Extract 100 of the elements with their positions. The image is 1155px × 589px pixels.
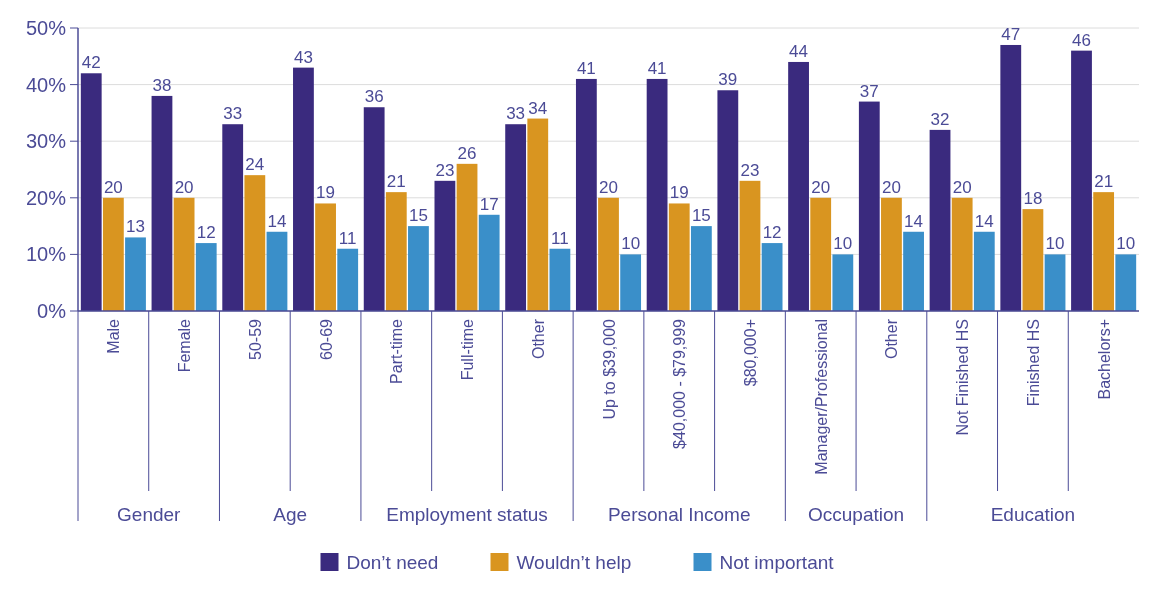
data-label: 14 (974, 211, 994, 231)
bar (80, 73, 102, 311)
x-tick-label: Other (883, 318, 901, 360)
y-tick-label: 10% (25, 243, 67, 266)
legend-label: Wouldn’t help (516, 552, 632, 573)
bar (195, 243, 217, 311)
bar (244, 175, 266, 311)
data-label: 19 (669, 183, 689, 203)
bar (620, 254, 642, 311)
bar (527, 118, 549, 311)
x-tick-label: Manager/Professional (812, 319, 830, 475)
data-label: 11 (338, 228, 357, 248)
data-label: 19 (316, 183, 336, 203)
bar (881, 197, 902, 311)
data-label: 41 (647, 58, 667, 78)
text: Employment status (386, 504, 548, 525)
bar (456, 163, 478, 311)
data-label: 36 (364, 87, 384, 107)
bar (1022, 209, 1044, 311)
data-label: 21 (386, 172, 406, 192)
y-tick-label: 0% (37, 300, 67, 322)
y-tick-label: 40% (25, 73, 67, 96)
bar (1115, 254, 1137, 311)
data-label: 10 (1116, 234, 1136, 254)
data-label: 47 (1001, 24, 1021, 44)
bar (598, 197, 619, 311)
data-label: 14 (904, 211, 924, 231)
x-tick-label: Finished HS (1024, 319, 1042, 407)
x-tick-label: 50-59 (246, 318, 264, 360)
bar (739, 180, 761, 311)
bar (717, 90, 739, 311)
bar (1044, 254, 1066, 311)
bar (929, 129, 951, 311)
bar (222, 124, 244, 311)
bar (478, 214, 500, 311)
data-label: 41 (576, 58, 596, 78)
legend-label: Don’t need (346, 552, 439, 573)
data-label: 20 (599, 177, 618, 197)
bar (408, 226, 429, 311)
bar (549, 248, 571, 311)
legend-label: Not important (719, 552, 835, 573)
x-tick-label: Not Finished HS (954, 319, 972, 436)
data-label: 20 (174, 177, 194, 197)
bar (690, 226, 712, 311)
x-tick-label: $80,000+ (741, 319, 759, 387)
text: Age (273, 504, 308, 525)
data-label: 20 (881, 177, 901, 197)
bar (575, 78, 597, 311)
bar (266, 231, 288, 311)
data-label: 39 (718, 70, 738, 90)
data-label: 44 (789, 41, 809, 61)
data-label: 38 (152, 75, 172, 95)
data-label: 21 (1094, 172, 1114, 192)
data-label: 14 (267, 211, 287, 231)
bar (434, 180, 456, 311)
x-tick-label: Male (105, 318, 123, 354)
bar (973, 231, 995, 311)
x-tick-label: 60-69 (317, 318, 335, 360)
bar (385, 192, 407, 311)
text: Occupation (808, 504, 905, 525)
x-tick-label: Bachelors+ (1095, 319, 1113, 400)
data-label: 26 (457, 143, 477, 163)
bar (788, 61, 809, 311)
bar (315, 203, 336, 311)
x-tick-label: Part-time (388, 318, 406, 384)
bar (173, 197, 195, 311)
data-label: 33 (506, 104, 526, 124)
data-label: 42 (81, 53, 101, 73)
bar (646, 78, 668, 311)
data-label: 17 (479, 194, 499, 214)
bar (668, 203, 690, 311)
bar (505, 124, 527, 311)
x-tick-label: Female (176, 318, 194, 373)
bar (810, 197, 832, 311)
data-label: 23 (435, 160, 455, 180)
bar (903, 231, 924, 311)
y-tick-label: 20% (25, 186, 67, 209)
data-label: 32 (930, 109, 950, 129)
data-label: 20 (952, 177, 972, 197)
data-label: 20 (103, 177, 123, 197)
x-tick-label: $40,000 - $79,999 (671, 318, 689, 449)
data-label: 33 (223, 104, 243, 124)
bar (1071, 50, 1092, 311)
x-tick-label: Full-time (459, 318, 477, 381)
data-label: 15 (691, 206, 711, 226)
data-label: 10 (1045, 234, 1065, 254)
data-label: 12 (762, 223, 782, 243)
data-label: 23 (740, 160, 760, 180)
text: Personal Income (607, 504, 751, 525)
bar (151, 95, 173, 311)
data-label: 46 (1072, 30, 1091, 50)
y-tick-label: 30% (25, 130, 67, 153)
bar (293, 67, 314, 311)
data-label: 20 (811, 177, 831, 197)
bar (1000, 44, 1022, 311)
text: Gender (117, 504, 182, 525)
text: Education (990, 504, 1076, 525)
x-tick-label: Up to $39,000 (600, 318, 618, 420)
data-label: 37 (859, 81, 879, 101)
data-label: 10 (621, 234, 641, 254)
